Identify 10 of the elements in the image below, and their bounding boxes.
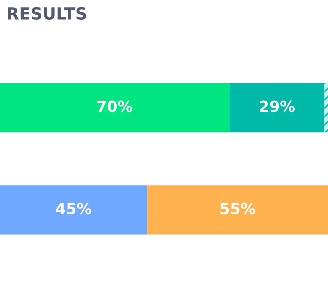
bar	[230, 83, 325, 132]
data-label: 45%	[56, 203, 92, 215]
data-label: 29%	[260, 100, 295, 112]
data-label: 70%	[98, 100, 133, 112]
bar	[0, 83, 230, 132]
data-label: 55%	[220, 203, 256, 215]
bar	[0, 186, 148, 235]
chart-title: RESULTS	[8, 7, 86, 20]
bar	[324, 83, 328, 132]
bar	[148, 186, 328, 235]
